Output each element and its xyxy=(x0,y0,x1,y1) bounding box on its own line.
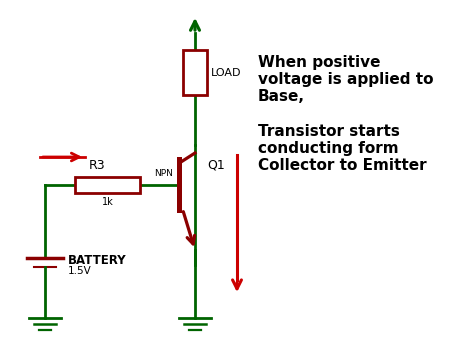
Text: Base,: Base, xyxy=(258,89,305,104)
Bar xyxy=(75,177,140,193)
Text: NPN: NPN xyxy=(155,169,173,178)
Text: 1.5V: 1.5V xyxy=(68,266,92,276)
Text: R3: R3 xyxy=(89,159,106,172)
Text: Transistor starts: Transistor starts xyxy=(258,124,400,139)
Text: Collector to Emitter: Collector to Emitter xyxy=(258,158,427,173)
Text: voltage is applied to: voltage is applied to xyxy=(258,72,434,87)
Text: LOAD: LOAD xyxy=(211,67,241,77)
Text: Q1: Q1 xyxy=(207,158,225,171)
Bar xyxy=(183,50,207,95)
Text: When positive: When positive xyxy=(258,55,381,70)
Text: 1k: 1k xyxy=(101,197,113,207)
Bar xyxy=(177,157,182,213)
Text: BATTERY: BATTERY xyxy=(68,253,127,267)
Text: conducting form: conducting form xyxy=(258,141,399,156)
